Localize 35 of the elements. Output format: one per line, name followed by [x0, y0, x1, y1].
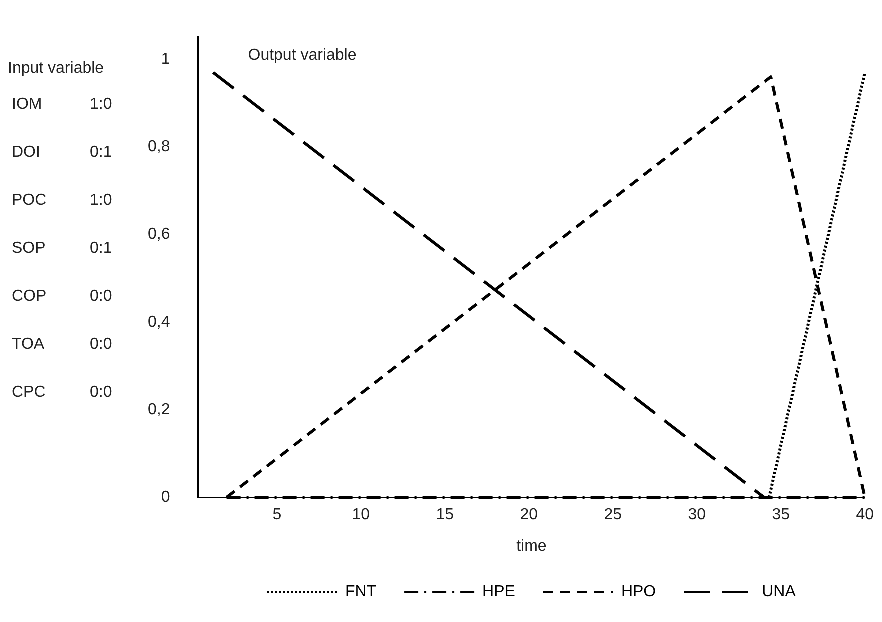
x-tick-label: 35: [772, 506, 790, 524]
text: 0:0: [90, 288, 112, 307]
y-tick-label: 0,6: [148, 226, 170, 244]
y-tick-label: 0: [161, 489, 170, 506]
text: 0:0: [90, 336, 112, 355]
y-tick-label: 1: [161, 50, 170, 68]
text: Input variable: [8, 60, 104, 77]
x-axis-title: time: [516, 538, 547, 555]
text: 1:0: [90, 96, 112, 115]
y-tick-label: 0,2: [148, 401, 170, 418]
annotation: Output variable: [248, 47, 357, 64]
text: CPC: [12, 384, 47, 403]
text: TOA: [12, 336, 46, 355]
y-tick-label: 0,4: [148, 314, 170, 331]
x-tick-label: 20: [520, 506, 538, 524]
text: COP: [12, 288, 48, 307]
legend-label: FNT: [345, 583, 377, 600]
text: IOM: [12, 96, 44, 115]
text: POC: [12, 192, 48, 211]
legend-label: UNA: [762, 583, 796, 600]
text: 0:1: [90, 144, 112, 163]
x-tick-label: 5: [272, 506, 282, 524]
x-tick-label: 15: [436, 506, 454, 524]
text: DOI: [12, 144, 42, 163]
text: SOP: [12, 240, 47, 259]
x-tick-label: 25: [604, 506, 622, 524]
x-tick-label: 10: [352, 506, 370, 524]
x-tick-label: 40: [856, 506, 874, 524]
text: 1:0: [90, 192, 112, 211]
x-tick-label: 30: [688, 506, 706, 524]
text: 0:0: [90, 384, 112, 403]
legend-label: HPO: [621, 583, 656, 600]
legend-label: HPE: [482, 583, 516, 600]
text: 0:1: [90, 240, 112, 259]
y-tick-label: 0,8: [148, 138, 170, 156]
